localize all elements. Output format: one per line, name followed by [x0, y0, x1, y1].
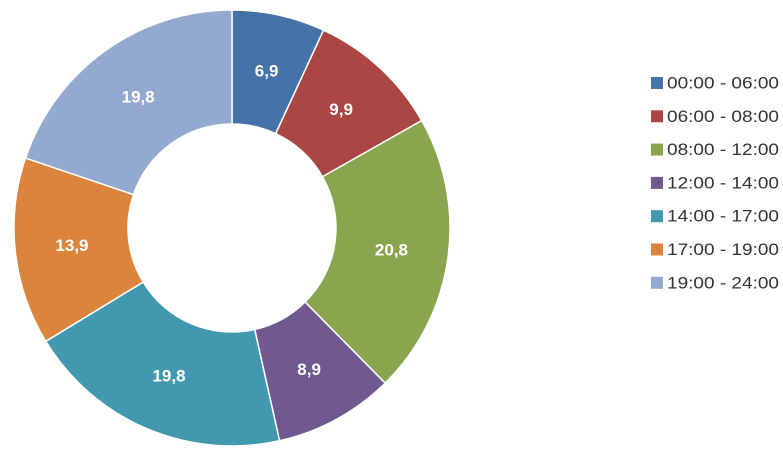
legend-label-3: 08:00 - 12:00 [667, 140, 779, 159]
legend-item-7: 19:00 - 24:00 [651, 273, 779, 292]
donut-slices [13, 9, 451, 447]
donut-slice-labels: 6,9 9,9 20,8 8,9 19,8 13,9 19,8 [55, 61, 408, 385]
legend-label-6: 17:00 - 19:00 [667, 240, 779, 259]
legend-item-1: 00:00 - 06:00 [651, 74, 779, 93]
legend-label-1: 00:00 - 06:00 [667, 74, 779, 93]
legend-item-2: 06:00 - 08:00 [651, 107, 779, 126]
slice-value-label-5: 19,8 [152, 367, 185, 386]
donut-slice-3 [304, 119, 451, 385]
legend-item-4: 12:00 - 14:00 [651, 173, 779, 192]
slice-value-label-7: 19,8 [122, 88, 155, 107]
legend-label-4: 12:00 - 14:00 [667, 173, 779, 192]
legend-swatch-5 [651, 210, 663, 223]
slice-value-label-4: 8,9 [297, 360, 321, 379]
chart-legend: 00:00 - 06:00 06:00 - 08:00 08:00 - 12:00 1… [651, 74, 779, 292]
legend-label-2: 06:00 - 08:00 [667, 107, 779, 126]
slice-value-label-6: 13,9 [55, 236, 88, 255]
legend-swatch-1 [651, 77, 663, 89]
legend-swatch-4 [651, 176, 663, 189]
slice-value-label-2: 9,9 [329, 100, 353, 119]
legend-swatch-2 [651, 110, 663, 123]
legend-swatch-3 [651, 143, 663, 156]
legend-swatch-6 [651, 243, 663, 256]
legend-item-3: 08:00 - 12:00 [651, 140, 779, 159]
slice-value-label-1: 6,9 [255, 61, 279, 80]
donut-slice-5 [44, 281, 281, 447]
slice-value-label-3: 20,8 [375, 241, 408, 260]
donut-slice-6 [13, 157, 145, 343]
legend-swatch-7 [651, 276, 663, 289]
legend-item-5: 14:00 - 17:00 [651, 207, 779, 226]
legend-item-6: 17:00 - 19:00 [651, 240, 779, 259]
donut-slice-7 [24, 9, 233, 196]
legend-label-7: 19:00 - 24:00 [667, 273, 779, 292]
legend-label-5: 14:00 - 17:00 [667, 207, 779, 226]
